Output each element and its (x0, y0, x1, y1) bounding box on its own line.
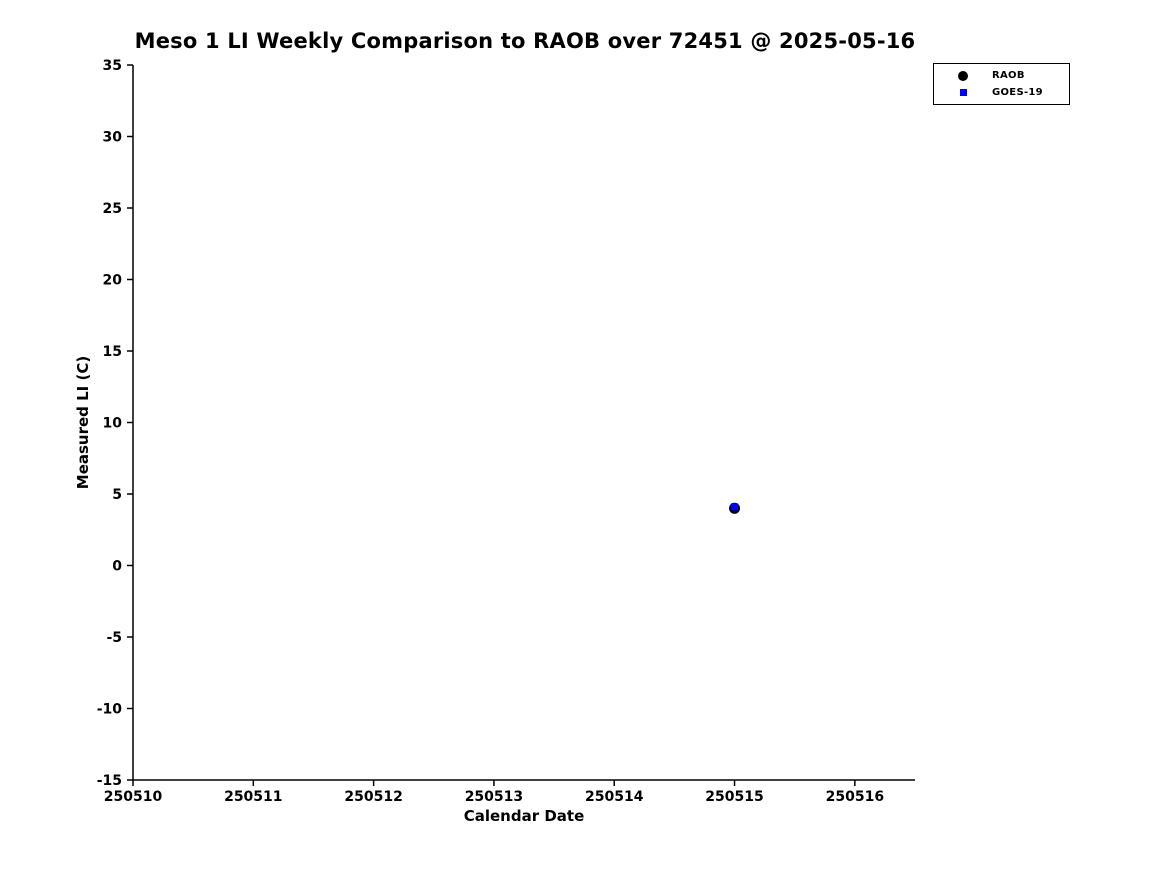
y-tick-label: 25 (103, 201, 122, 217)
x-tick-label: 250514 (585, 789, 644, 805)
x-tick-label: 250513 (465, 789, 523, 805)
y-tick-label: 10 (103, 416, 123, 432)
legend-entry-raob: RAOB (934, 68, 1069, 83)
x-tick-label: 250512 (344, 789, 402, 805)
x-tick-label: 250515 (705, 789, 763, 805)
goes-19-point (731, 503, 739, 511)
goes-19-marker-icon (959, 89, 967, 96)
raob-marker-icon (958, 70, 968, 81)
y-tick-label: -5 (106, 630, 122, 646)
chart-title: Meso 1 LI Weekly Comparison to RAOB over… (134, 29, 916, 53)
y-tick-label: 35 (103, 58, 122, 74)
y-tick-label: 20 (103, 273, 123, 289)
x-tick-label: 250516 (826, 789, 884, 805)
x-tick-label: 250511 (224, 789, 282, 805)
y-tick-label: 5 (112, 487, 122, 503)
legend-marker-cell (934, 70, 992, 81)
y-tick-label: -10 (97, 702, 123, 718)
x-tick-label: 250510 (104, 789, 163, 805)
legend-label-raob: RAOB (992, 70, 1025, 81)
y-tick-label: 0 (112, 559, 122, 575)
y-tick-label: 15 (103, 344, 122, 360)
y-axis-title: Measured LI (C) (74, 356, 92, 489)
y-tick-label: 30 (103, 130, 123, 146)
y-tick-label: -15 (97, 773, 122, 789)
legend: RAOB GOES-19 (933, 63, 1070, 105)
legend-marker-cell (934, 89, 992, 96)
legend-entry-goes-19: GOES-19 (934, 85, 1069, 100)
x-axis-title: Calendar Date (464, 807, 585, 825)
legend-label-goes-19: GOES-19 (992, 87, 1043, 98)
